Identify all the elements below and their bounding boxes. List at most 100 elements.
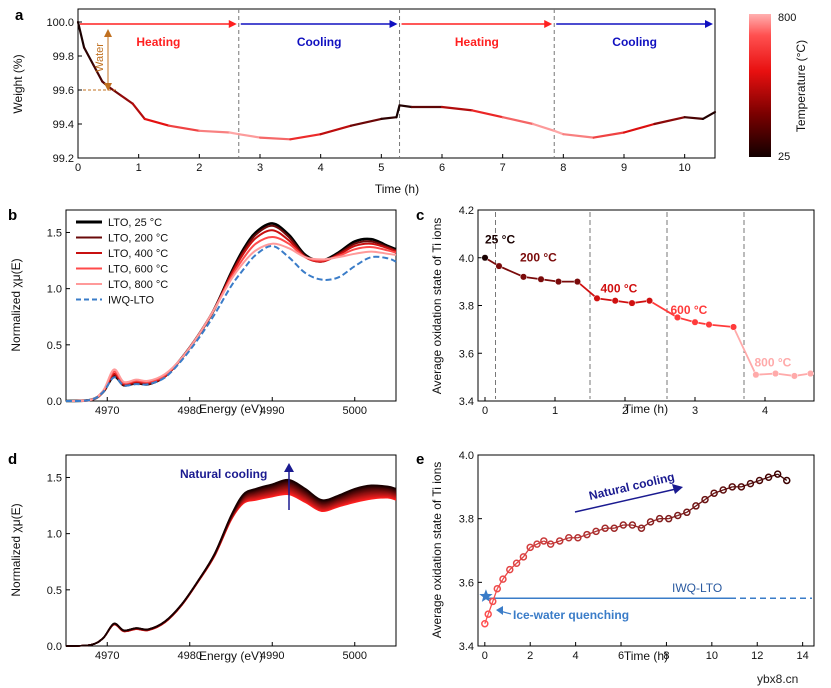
c-curve-segment	[708, 323, 734, 328]
e-data-point	[737, 483, 746, 491]
panel-e-frame	[477, 454, 815, 647]
a-xtick-label: 0	[75, 162, 81, 174]
b-series-4	[65, 242, 397, 403]
panel-c-frame	[477, 209, 815, 402]
e-xtick-label: 14	[797, 650, 809, 662]
e-data-point	[506, 565, 514, 574]
c-ytick-label: 4.2	[459, 205, 474, 217]
c-data-point	[645, 297, 654, 305]
c-ytick-label: 3.6	[459, 348, 474, 360]
colorbar-max: 800	[778, 12, 796, 24]
e-data-point	[493, 584, 502, 593]
colorbar-label: Temperature (°C)	[794, 40, 808, 132]
a-curve-segment	[553, 129, 565, 136]
e-curve-segment	[722, 486, 733, 491]
d-spectrum	[65, 487, 397, 647]
e-curve-segment	[704, 492, 715, 501]
a-xtick-label: 7	[500, 162, 506, 174]
panel-b-y-ticks: 0.0 0.5 1.0 1.5	[47, 227, 70, 408]
d-arrow-label: Natural cooling	[180, 467, 267, 481]
a-curve-segment	[440, 105, 474, 112]
b-legend-label: IWQ-LTO	[108, 295, 154, 307]
a-curve-segment	[398, 104, 413, 109]
b-xtick-label: 4980	[178, 405, 202, 417]
c-data-point	[729, 323, 738, 331]
panel-b-label: b	[8, 207, 17, 224]
a-phase-arrowhead	[544, 20, 553, 28]
panel-c-x-ticks: 0 1 2 3 4	[482, 397, 768, 417]
phase-cooling-1: Cooling	[297, 35, 342, 49]
e-xtick-label: 4	[573, 650, 579, 662]
e-curve-segment	[686, 505, 697, 513]
a-curve-segment	[119, 93, 134, 105]
a-curve-segment	[131, 102, 146, 121]
a-phase-arrowhead	[228, 20, 237, 28]
a-xtick-label: 6	[439, 162, 445, 174]
e-data-point	[628, 521, 637, 529]
c-data-point	[611, 297, 619, 305]
a-xtick-label: 4	[318, 162, 324, 174]
panel-e-xlabel: Time (h)	[624, 649, 668, 663]
e-data-point	[619, 521, 628, 529]
c-curve-segment	[732, 326, 757, 376]
e-curve-segment	[522, 546, 531, 558]
e-quench-arrow	[496, 606, 512, 615]
a-curve-segment	[562, 133, 595, 139]
e-curve-segment	[559, 537, 570, 542]
e-iwq-star-marker	[479, 589, 493, 602]
panel-d-y-ticks: 0.0 0.5 1.0 1.5	[47, 472, 70, 653]
c-data-point	[705, 321, 713, 329]
e-data-point	[565, 534, 573, 542]
c-annotation-400: 400 °C	[601, 281, 638, 295]
e-data-point	[746, 479, 755, 488]
e-xtick-label: 0	[482, 650, 488, 662]
phase-heating-2: Heating	[455, 35, 499, 49]
panel-e-curve	[481, 470, 791, 628]
b-series-5	[65, 244, 397, 402]
e-curve-segment	[595, 527, 606, 533]
a-curve-segment	[237, 133, 262, 139]
e-curve-segment	[777, 473, 788, 481]
panel-d-x-ticks: 4970 4980 4990 5000	[95, 642, 367, 662]
e-curve-segment	[492, 588, 498, 602]
e-data-point	[637, 524, 646, 532]
b-legend-label: LTO, 25 °C	[108, 217, 162, 229]
e-curve-segment	[650, 518, 660, 523]
c-xtick-label: 1	[552, 405, 558, 417]
watermark: ybx8.cn	[757, 672, 798, 686]
panel-d-xlabel: Energy (eV)	[199, 649, 263, 663]
panel-e-ylabel: Average oxidation state of Ti ions	[430, 462, 444, 639]
e-curve-segment	[632, 524, 642, 529]
e-data-point	[583, 530, 591, 539]
a-curve-segment	[143, 117, 171, 127]
e-curve-segment	[516, 556, 524, 564]
c-data-point	[628, 299, 636, 307]
d-xtick-label: 5000	[343, 650, 367, 662]
a-curve-segment	[228, 131, 240, 136]
colorbar-min: 25	[778, 151, 790, 163]
e-xtick-label: 8	[663, 650, 669, 662]
e-data-point	[481, 619, 489, 628]
c-annotation-800: 800 °C	[755, 355, 792, 369]
a-curve-segment	[349, 117, 383, 127]
a-ytick-label: 99.4	[53, 119, 74, 131]
c-xtick-label: 0	[482, 405, 488, 417]
colorbar: 800 25 Temperature (°C)	[749, 12, 808, 163]
e-curve-segment	[677, 511, 688, 517]
e-data-point	[719, 486, 727, 494]
a-curve-segment	[92, 63, 104, 83]
a-curve-segment	[501, 116, 535, 126]
c-xtick-label: 4	[762, 405, 768, 417]
a-curve-segment	[701, 110, 717, 121]
d-cooling-arrow	[284, 463, 294, 510]
e-curve-segment	[496, 578, 504, 590]
panel-b-curves	[65, 222, 397, 403]
panel-b-frame	[65, 209, 397, 402]
a-curve-segment	[319, 124, 353, 136]
c-data-point	[593, 294, 601, 302]
b-xtick-label: 4990	[260, 405, 284, 417]
e-xtick-label: 12	[751, 650, 763, 662]
b-xtick-label: 4970	[95, 405, 119, 417]
e-data-point	[755, 476, 764, 485]
panel-a-curve	[76, 20, 717, 141]
